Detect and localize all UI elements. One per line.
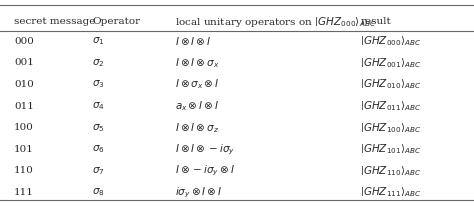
Text: $\sigma_2$: $\sigma_2$: [92, 57, 105, 69]
Text: $\left|GHZ_{010}\right\rangle_{ABC}$: $\left|GHZ_{010}\right\rangle_{ABC}$: [360, 77, 421, 91]
Text: $i\sigma_y \otimes I \otimes I$: $i\sigma_y \otimes I \otimes I$: [175, 184, 223, 199]
Text: local unitary operators on $\left|GHZ_{000}\right\rangle_{ABC}$: local unitary operators on $\left|GHZ_{0…: [175, 15, 376, 29]
Text: $\sigma_3$: $\sigma_3$: [92, 78, 105, 90]
Text: $\left|GHZ_{111}\right\rangle_{ABC}$: $\left|GHZ_{111}\right\rangle_{ABC}$: [360, 185, 421, 198]
Text: result: result: [360, 17, 391, 26]
Text: $\left|GHZ_{100}\right\rangle_{ABC}$: $\left|GHZ_{100}\right\rangle_{ABC}$: [360, 120, 421, 134]
Text: $I \otimes \sigma_x \otimes I$: $I \otimes \sigma_x \otimes I$: [175, 77, 220, 91]
Text: $I \otimes I \otimes \sigma_z$: $I \otimes I \otimes \sigma_z$: [175, 120, 219, 134]
Text: 100: 100: [14, 123, 34, 132]
Text: $\sigma_7$: $\sigma_7$: [92, 164, 105, 176]
Text: $I \otimes I \otimes I$: $I \otimes I \otimes I$: [175, 35, 212, 47]
Text: $I \otimes -i\sigma_y \otimes I$: $I \otimes -i\sigma_y \otimes I$: [175, 163, 236, 177]
Text: 110: 110: [14, 166, 34, 174]
Text: $\left|GHZ_{101}\right\rangle_{ABC}$: $\left|GHZ_{101}\right\rangle_{ABC}$: [360, 142, 421, 156]
Text: $\left|GHZ_{011}\right\rangle_{ABC}$: $\left|GHZ_{011}\right\rangle_{ABC}$: [360, 99, 421, 112]
Text: Operator: Operator: [92, 17, 141, 26]
Text: $a_x \otimes I \otimes I$: $a_x \otimes I \otimes I$: [175, 99, 219, 112]
Text: 111: 111: [14, 187, 34, 196]
Text: 101: 101: [14, 144, 34, 153]
Text: $\sigma_6$: $\sigma_6$: [92, 143, 105, 154]
Text: $\sigma_4$: $\sigma_4$: [92, 100, 105, 111]
Text: $\left|GHZ_{000}\right\rangle_{ABC}$: $\left|GHZ_{000}\right\rangle_{ABC}$: [360, 34, 421, 48]
Text: 011: 011: [14, 101, 34, 110]
Text: $\sigma_8$: $\sigma_8$: [92, 186, 105, 198]
Text: $\left|GHZ_{001}\right\rangle_{ABC}$: $\left|GHZ_{001}\right\rangle_{ABC}$: [360, 56, 421, 70]
Text: 010: 010: [14, 80, 34, 89]
Text: $\left|GHZ_{110}\right\rangle_{ABC}$: $\left|GHZ_{110}\right\rangle_{ABC}$: [360, 163, 421, 177]
Text: $\sigma_5$: $\sigma_5$: [92, 121, 105, 133]
Text: $I \otimes I \otimes \sigma_x$: $I \otimes I \otimes \sigma_x$: [175, 56, 220, 70]
Text: secret message: secret message: [14, 17, 96, 26]
Text: $\sigma_1$: $\sigma_1$: [92, 35, 105, 47]
Text: 001: 001: [14, 58, 34, 67]
Text: $I \otimes I \otimes -i\sigma_y$: $I \otimes I \otimes -i\sigma_y$: [175, 142, 236, 156]
Text: 000: 000: [14, 37, 34, 46]
